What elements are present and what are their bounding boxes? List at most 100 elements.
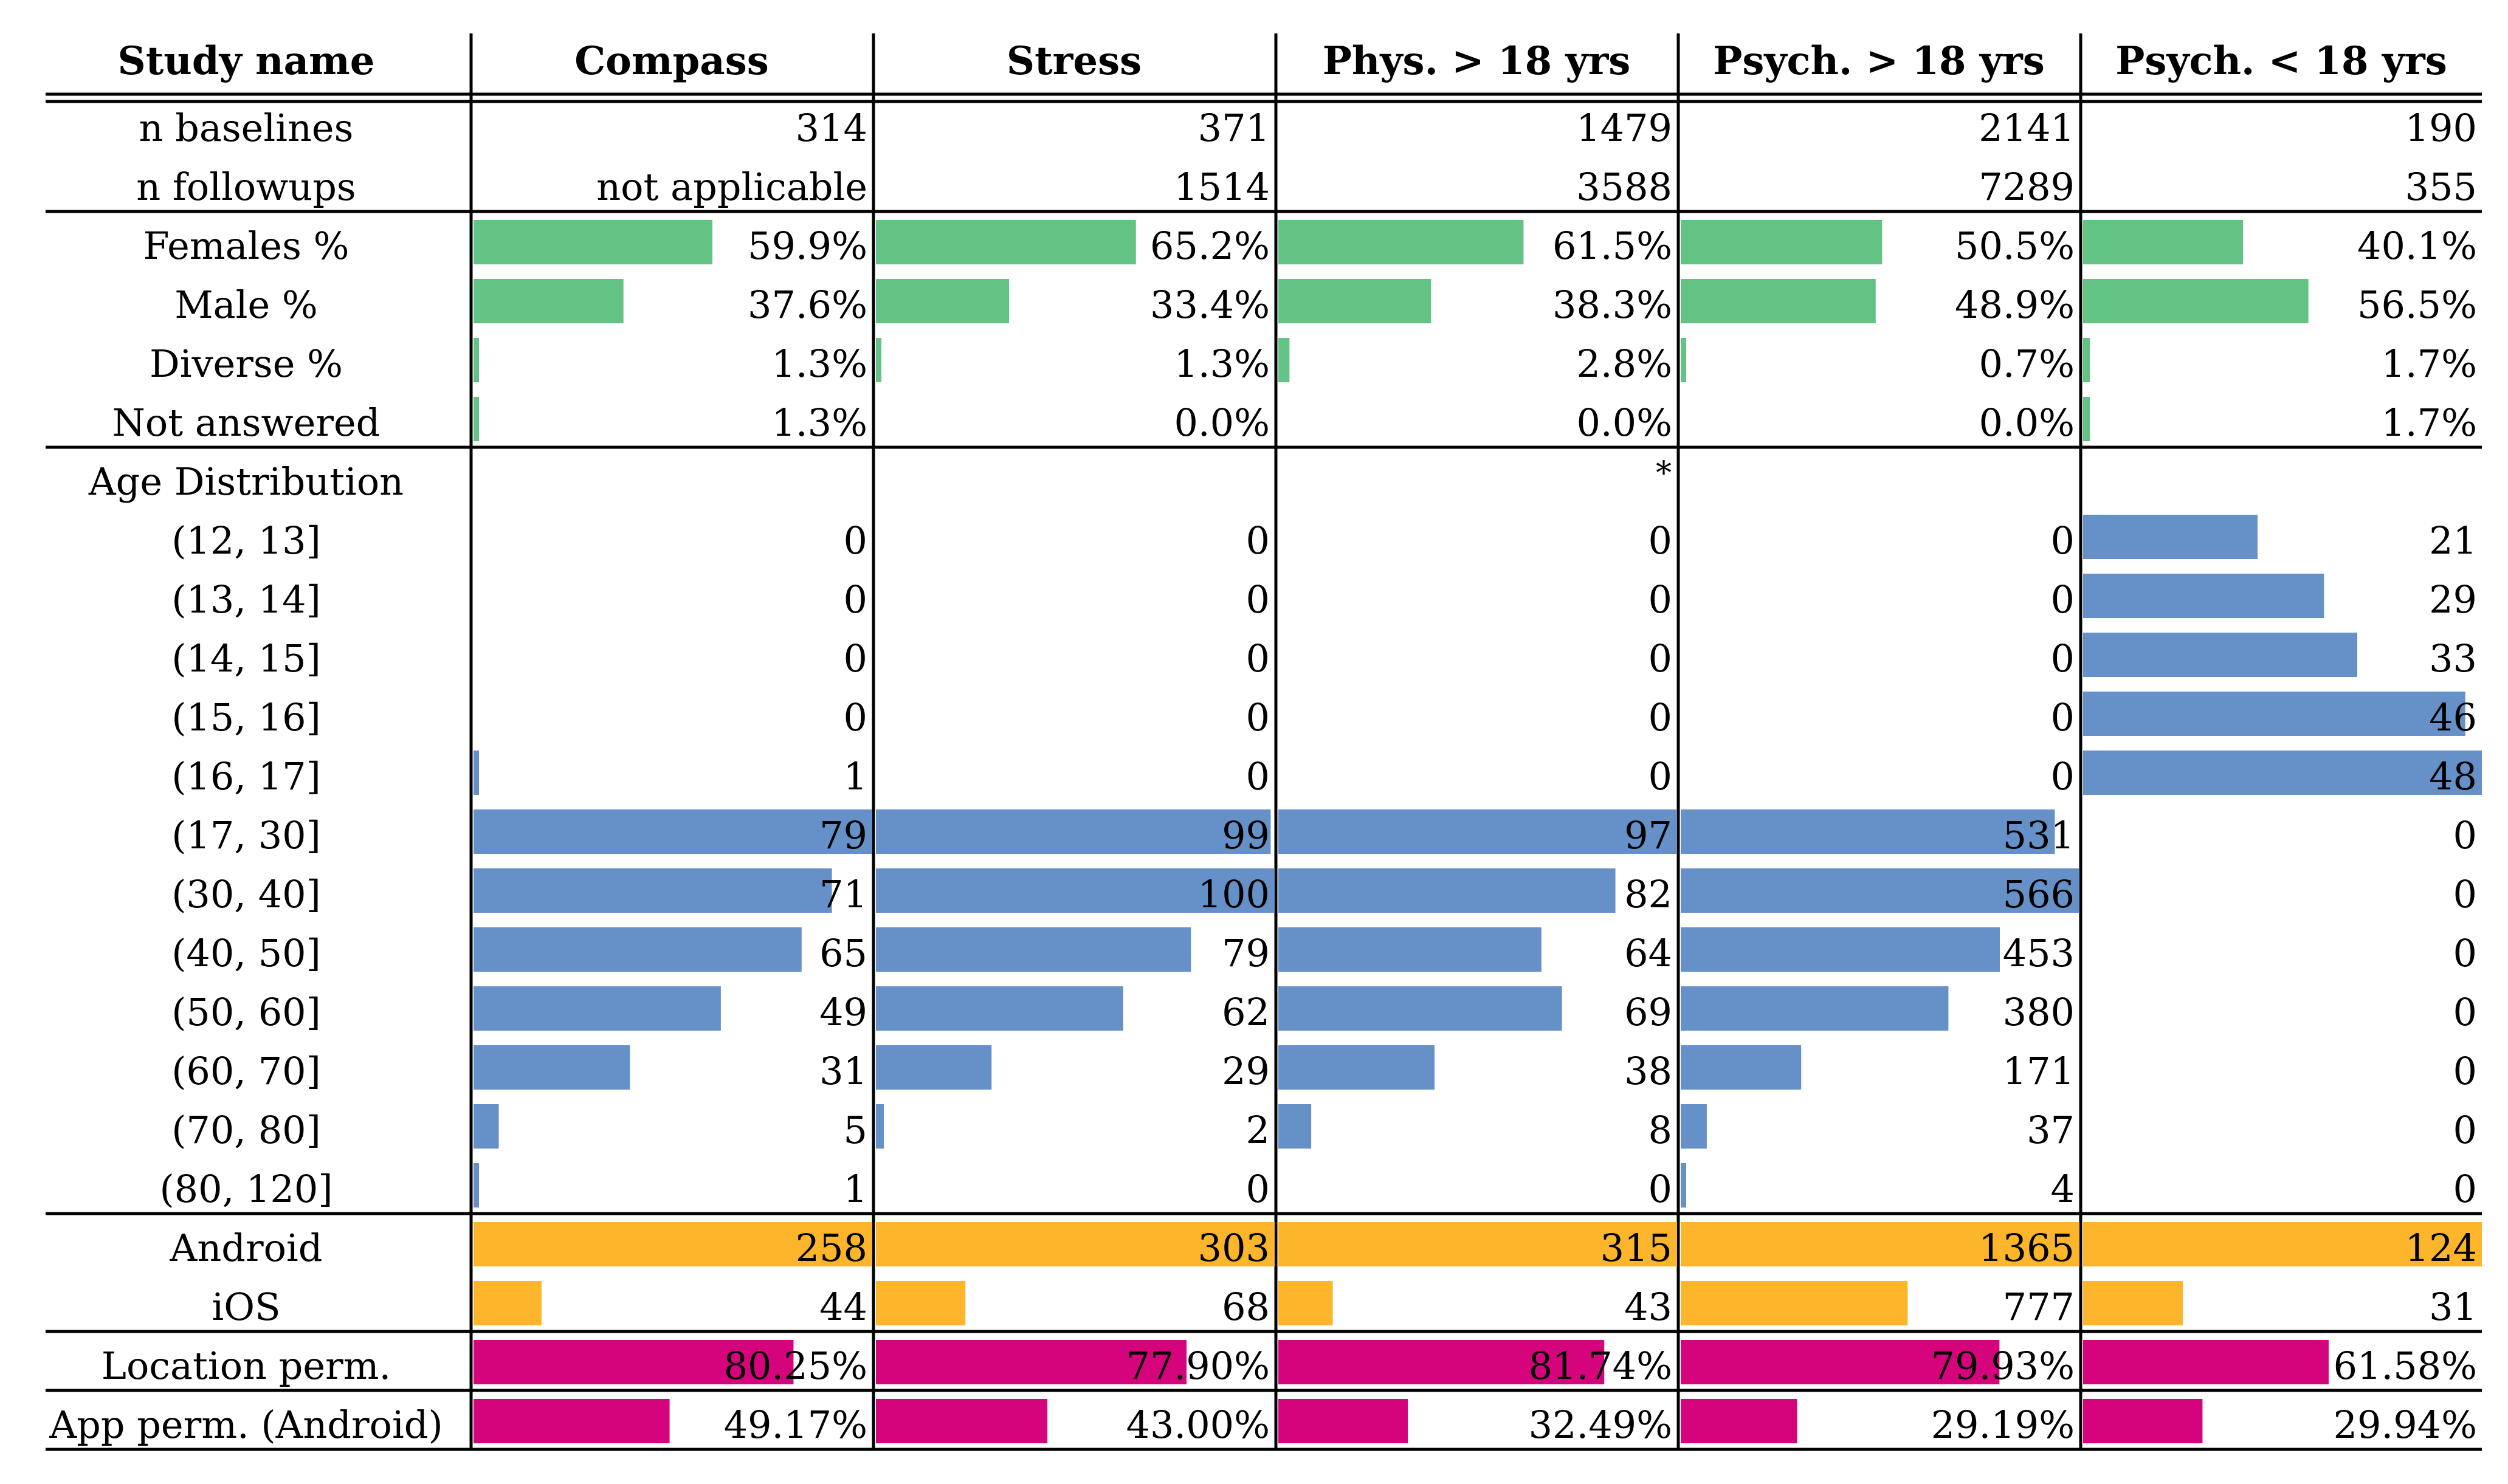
value-13-14-phys-18-yrs: 0 — [1648, 577, 1672, 622]
value-60-70-phys-18-yrs: 38 — [1624, 1049, 1672, 1093]
value-50-60-psych-18-yrs: 380 — [2003, 990, 2075, 1034]
value-70-80-compass: 5 — [844, 1108, 867, 1152]
value-30-40-psych-18-yrs: 566 — [2003, 872, 2075, 916]
bar-app-perm-android-compass — [474, 1399, 670, 1443]
bar-diverse-stress — [876, 338, 881, 382]
value-40-50-psych-18-yrs: 453 — [2003, 931, 2075, 975]
bar-male-stress — [876, 279, 1010, 323]
bar-60-70-stress — [876, 1045, 992, 1090]
value-app-perm-android-phys-18-yrs: 32.49% — [1529, 1403, 1672, 1447]
bar-females-stress — [876, 220, 1136, 264]
value-android-stress: 303 — [1198, 1226, 1270, 1270]
bar-17-30-phys-18-yrs — [1278, 809, 1677, 854]
row-label-40-50: (40, 50] — [171, 931, 321, 975]
bar-location-perm-stress — [876, 1340, 1187, 1384]
value-15-16-psych-18-yrs: 0 — [2051, 695, 2075, 740]
bar-17-30-compass — [474, 809, 872, 854]
bar-70-80-compass — [474, 1104, 499, 1149]
bar-80-120-psych-18-yrs — [1681, 1163, 1686, 1207]
bar-android-psych-18-yrs — [2083, 1222, 2482, 1266]
value-females-phys-18-yrs: 61.5% — [1552, 224, 1672, 268]
bar-40-50-psych-18-yrs — [1681, 927, 2000, 972]
value-not-answered-psych-18-yrs: 1.7% — [2381, 400, 2477, 445]
header-phys-18-yrs: Phys. > 18 yrs — [1323, 38, 1631, 84]
bar-app-perm-android-phys-18-yrs — [1278, 1399, 1408, 1443]
row-label-30-40: (30, 40] — [171, 872, 321, 916]
value-male-psych-18-yrs: 48.9% — [1955, 283, 2075, 327]
bar-70-80-phys-18-yrs — [1278, 1104, 1312, 1149]
value-70-80-stress: 2 — [1246, 1108, 1270, 1152]
bar-12-13-psych-18-yrs — [2083, 515, 2258, 559]
bar-16-17-psych-18-yrs — [2083, 751, 2482, 795]
bar-females-compass — [474, 220, 712, 264]
value-16-17-psych-18-yrs: 0 — [2051, 754, 2075, 799]
value-13-14-stress: 0 — [1246, 577, 1270, 622]
bar-50-60-phys-18-yrs — [1278, 986, 1562, 1031]
value-app-perm-android-psych-18-yrs: 29.19% — [1931, 1403, 2075, 1447]
row-label-females: Females % — [143, 224, 349, 268]
value-n-baselines-compass: 314 — [796, 106, 867, 150]
value-app-perm-android-compass: 49.17% — [724, 1403, 867, 1447]
bar-ios-psych-18-yrs — [2083, 1281, 2183, 1325]
value-15-16-psych-18-yrs: 46 — [2429, 695, 2477, 740]
value-ios-compass: 44 — [819, 1285, 867, 1329]
value-40-50-compass: 65 — [819, 931, 867, 975]
header-psych-18-yrs: Psych. < 18 yrs — [2115, 38, 2447, 84]
bar-16-17-compass — [474, 751, 479, 795]
value-12-13-compass: 0 — [844, 518, 867, 563]
value-not-answered-psych-18-yrs: 0.0% — [1979, 400, 2075, 445]
bar-40-50-stress — [876, 927, 1191, 972]
value-30-40-psych-18-yrs: 0 — [2453, 872, 2477, 916]
bar-android-stress — [876, 1222, 1275, 1266]
bar-ios-stress — [876, 1281, 966, 1325]
row-label-16-17: (16, 17] — [171, 754, 321, 799]
table-lines — [46, 33, 2482, 1451]
value-diverse-psych-18-yrs: 1.7% — [2381, 342, 2477, 386]
value-12-13-psych-18-yrs: 0 — [2051, 518, 2075, 563]
bar-17-30-psych-18-yrs — [1681, 809, 2055, 854]
value-ios-stress: 68 — [1222, 1285, 1270, 1329]
value-male-phys-18-yrs: 38.3% — [1552, 283, 1672, 327]
row-label-diverse: Diverse % — [150, 342, 343, 386]
bar-android-compass — [474, 1222, 872, 1266]
bar-diverse-psych-18-yrs — [2083, 338, 2090, 382]
value-12-13-phys-18-yrs: 0 — [1648, 518, 1672, 563]
bar-android-psych-18-yrs — [1681, 1222, 2079, 1266]
bar-ios-psych-18-yrs — [1681, 1281, 1908, 1325]
bar-females-psych-18-yrs — [1681, 220, 1883, 264]
bar-17-30-stress — [876, 809, 1271, 854]
row-label-14-15: (14, 15] — [171, 636, 321, 681]
value-70-80-psych-18-yrs: 0 — [2453, 1108, 2477, 1152]
row-label-android: Android — [170, 1226, 323, 1270]
bar-50-60-psych-18-yrs — [1681, 986, 1949, 1031]
value-14-15-psych-18-yrs: 33 — [2429, 636, 2477, 681]
value-13-14-psych-18-yrs: 0 — [2051, 577, 2075, 622]
bar-android-phys-18-yrs — [1278, 1222, 1677, 1266]
row-label-60-70: (60, 70] — [171, 1049, 321, 1093]
bar-app-perm-android-psych-18-yrs — [1681, 1399, 1797, 1443]
value-not-answered-stress: 0.0% — [1174, 400, 1270, 445]
bar-13-14-psych-18-yrs — [2083, 574, 2324, 618]
bar-location-perm-compass — [474, 1340, 794, 1384]
value-30-40-phys-18-yrs: 82 — [1624, 872, 1672, 916]
value-females-psych-18-yrs: 40.1% — [2357, 224, 2477, 268]
bar-location-perm-psych-18-yrs — [2083, 1340, 2329, 1384]
texts: Study name Compass Stress Phys. > 18 yrs Psy… — [49, 38, 2477, 1447]
row-label-50-60: (50, 60] — [171, 990, 321, 1034]
value-location-perm-compass: 80.25% — [724, 1344, 867, 1388]
value-16-17-compass: 1 — [844, 754, 867, 799]
value-80-120-stress: 0 — [1246, 1167, 1270, 1211]
value-n-followups-compass: not applicable — [596, 165, 867, 209]
value-14-15-psych-18-yrs: 0 — [2051, 636, 2075, 681]
bar-60-70-compass — [474, 1045, 630, 1090]
value-16-17-psych-18-yrs: 48 — [2429, 754, 2477, 799]
bar-app-perm-android-stress — [876, 1399, 1048, 1443]
value-80-120-psych-18-yrs: 0 — [2453, 1167, 2477, 1211]
row-label-12-13: (12, 13] — [171, 518, 321, 563]
value-14-15-compass: 0 — [844, 636, 867, 681]
value-12-13-psych-18-yrs: 21 — [2429, 518, 2477, 563]
value-location-perm-stress: 77.90% — [1126, 1344, 1270, 1388]
row-label-not-answered: Not answered — [112, 400, 381, 445]
bar-diverse-compass — [474, 338, 479, 382]
bar-60-70-phys-18-yrs — [1278, 1045, 1435, 1090]
